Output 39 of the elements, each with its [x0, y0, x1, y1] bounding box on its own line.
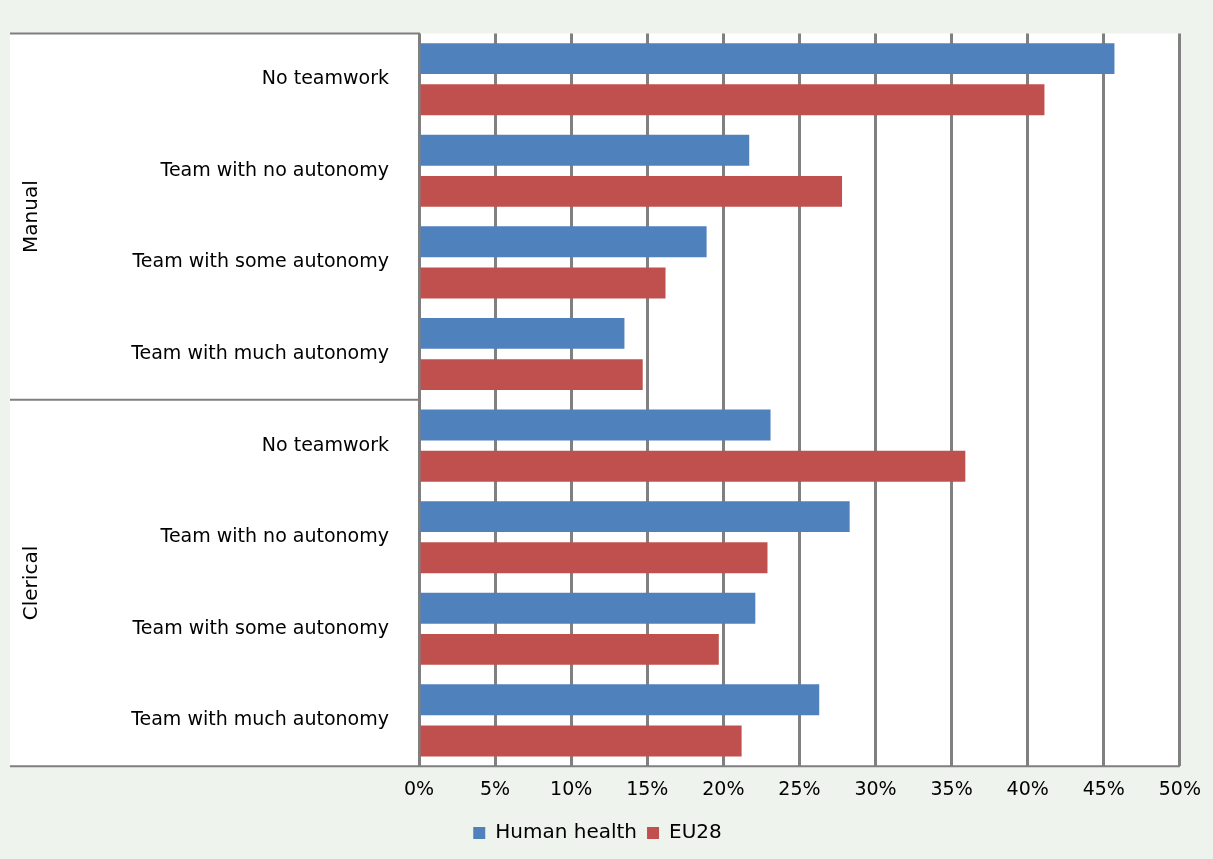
y-tick-label: Team with much autonomy: [130, 707, 389, 730]
x-tick-label: 10%: [550, 776, 593, 799]
bar: [420, 684, 820, 716]
x-tick-label: 20%: [702, 776, 745, 799]
y-tick-label: Team with no autonomy: [159, 524, 389, 547]
bar: [420, 226, 707, 258]
bar: [420, 84, 1045, 116]
bar: [420, 134, 750, 166]
y-tick-label: No teamwork: [261, 432, 389, 455]
x-tick-label: 25%: [778, 776, 821, 799]
bar: [420, 633, 719, 665]
y-tick-label: Team with some autonomy: [131, 249, 389, 272]
bar: [420, 317, 625, 349]
x-tick-label: 5%: [480, 776, 511, 799]
y-tick-label: Team with much autonomy: [130, 340, 389, 363]
bar: [420, 450, 966, 482]
bar: [420, 409, 771, 441]
x-tick-label: 15%: [626, 776, 669, 799]
bar: [420, 175, 843, 207]
bar: [420, 592, 756, 624]
bar: [420, 267, 666, 299]
y-tick-label: Team with some autonomy: [131, 615, 389, 638]
x-tick-label: 0%: [403, 776, 435, 799]
x-tick-label: 30%: [854, 776, 897, 799]
x-tick-label: 35%: [930, 776, 973, 799]
text: Manual: [18, 180, 43, 253]
y-tick-label: No teamwork: [261, 66, 389, 89]
bar: [420, 725, 742, 757]
y-tick-label: Team with no autonomy: [159, 157, 389, 180]
x-tick-label: 50%: [1158, 776, 1201, 799]
text: Clerical: [18, 545, 43, 621]
bar: [420, 542, 768, 574]
bar: [420, 43, 1115, 75]
legend-label: EU28: [669, 819, 722, 844]
x-tick-label: 40%: [1006, 776, 1049, 799]
bar: [420, 359, 643, 391]
legend-label: Human health: [495, 819, 638, 844]
bar: [420, 501, 850, 533]
x-tick-label: 45%: [1082, 776, 1125, 799]
